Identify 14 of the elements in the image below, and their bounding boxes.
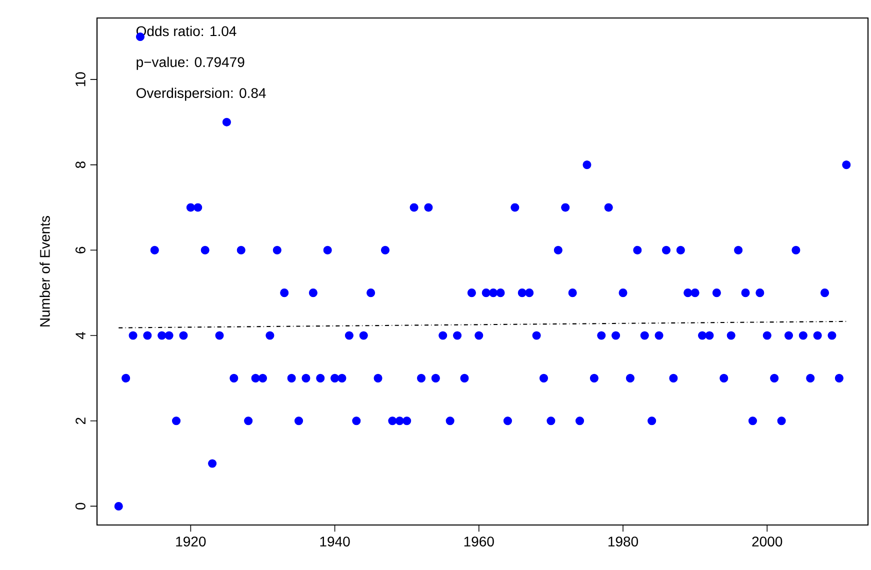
y-tick-label: 0	[76, 502, 86, 510]
x-tick-label: 2000	[752, 536, 782, 547]
y-tick-label: 10	[76, 72, 86, 86]
annotation: Overdispersion: 0.84	[136, 88, 266, 101]
x-tick-label: 1940	[320, 536, 350, 547]
y-tick-label: 4	[76, 332, 86, 340]
annotation: p−value: 0.79479	[136, 56, 244, 70]
y-axis-title: Number of Events	[40, 216, 50, 326]
x-tick-label: 1920	[176, 536, 206, 547]
x-tick-label: 1960	[464, 536, 494, 547]
y-tick-label: 6	[76, 246, 86, 254]
x-tick-label: 1980	[608, 536, 638, 547]
y-tick-label: 2	[76, 418, 86, 424]
y-tick-label: 8	[76, 162, 86, 168]
